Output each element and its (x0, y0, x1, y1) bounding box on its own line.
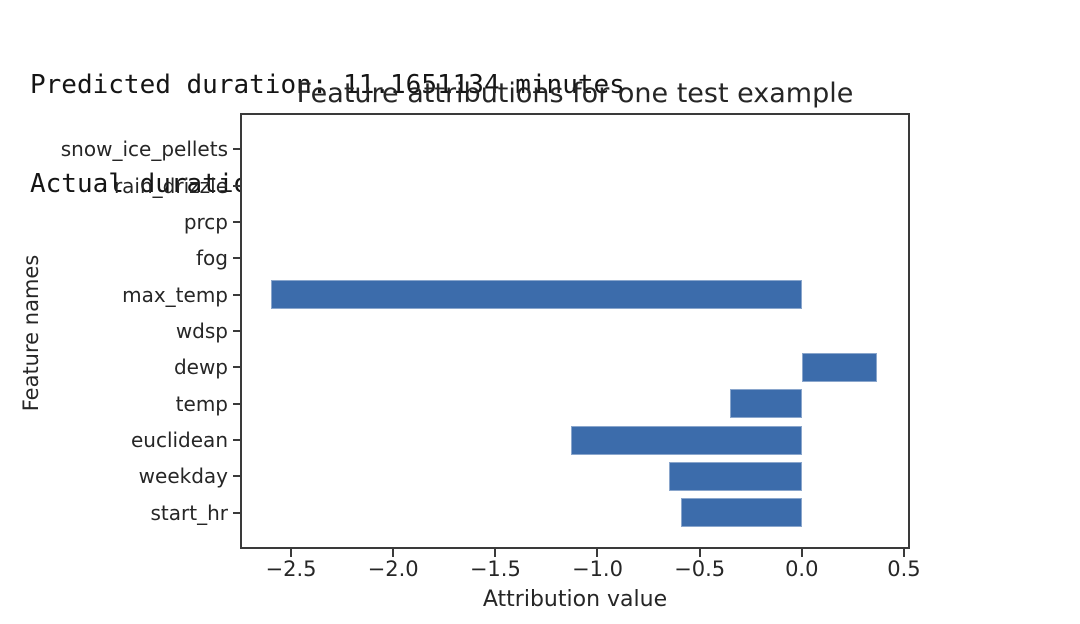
y-axis-tick (233, 220, 240, 223)
y-category-label: weekday (138, 464, 228, 489)
x-tick-label: 0.5 (887, 557, 921, 581)
y-category-label: temp (175, 391, 228, 416)
x-axis-tick (800, 549, 803, 557)
y-axis-tick (233, 402, 240, 405)
y-category-label: euclidean (130, 428, 228, 453)
y-axis-tick (233, 366, 240, 369)
predicted-duration-text: Predicted duration: 11.1651134 minutes (30, 70, 625, 100)
y-category-label: start_hr (150, 500, 228, 525)
chart-title: Feature attributions for one test exampl… (296, 78, 854, 109)
y-axis-tick (233, 293, 240, 296)
x-tick-label: −2.5 (265, 557, 317, 581)
y-axis-tick (233, 148, 240, 151)
x-tick-label: −2.0 (367, 557, 419, 581)
bar-dewp (801, 352, 878, 382)
y-axis-tick (233, 257, 240, 260)
y-axis-tick (233, 184, 240, 187)
y-category-label: dewp (173, 355, 228, 380)
x-tick-label: −0.5 (674, 557, 726, 581)
bar-start_hr (681, 498, 802, 528)
plot-area (240, 113, 910, 549)
y-category-label: max_temp (122, 282, 228, 307)
x-axis-tick (902, 549, 905, 557)
y-axis-tick (233, 511, 240, 514)
bar-weekday (668, 461, 802, 491)
x-tick-label: −1.5 (469, 557, 521, 581)
y-axis-tick (233, 439, 240, 442)
x-axis-tick (494, 549, 497, 557)
y-category-label: snow_ice_pellets (60, 137, 228, 162)
bar-temp (730, 389, 802, 419)
y-axis-tick (233, 475, 240, 478)
x-axis-tick (698, 549, 701, 557)
y-category-label: rain_drizzle (113, 173, 228, 198)
x-axis-tick (596, 549, 599, 557)
y-category-label: prcp (183, 209, 228, 234)
x-tick-label: 0.0 (785, 557, 819, 581)
bar-euclidean (570, 425, 802, 455)
x-axis-tick (290, 549, 293, 557)
y-axis-tick (233, 330, 240, 332)
bar-max_temp (270, 280, 802, 310)
x-axis-label: Attribution value (482, 587, 668, 612)
x-axis-tick (392, 549, 395, 557)
x-tick-label: −1.0 (571, 557, 623, 581)
y-category-label: fog (196, 246, 228, 271)
y-category-label: wdsp (175, 319, 228, 343)
